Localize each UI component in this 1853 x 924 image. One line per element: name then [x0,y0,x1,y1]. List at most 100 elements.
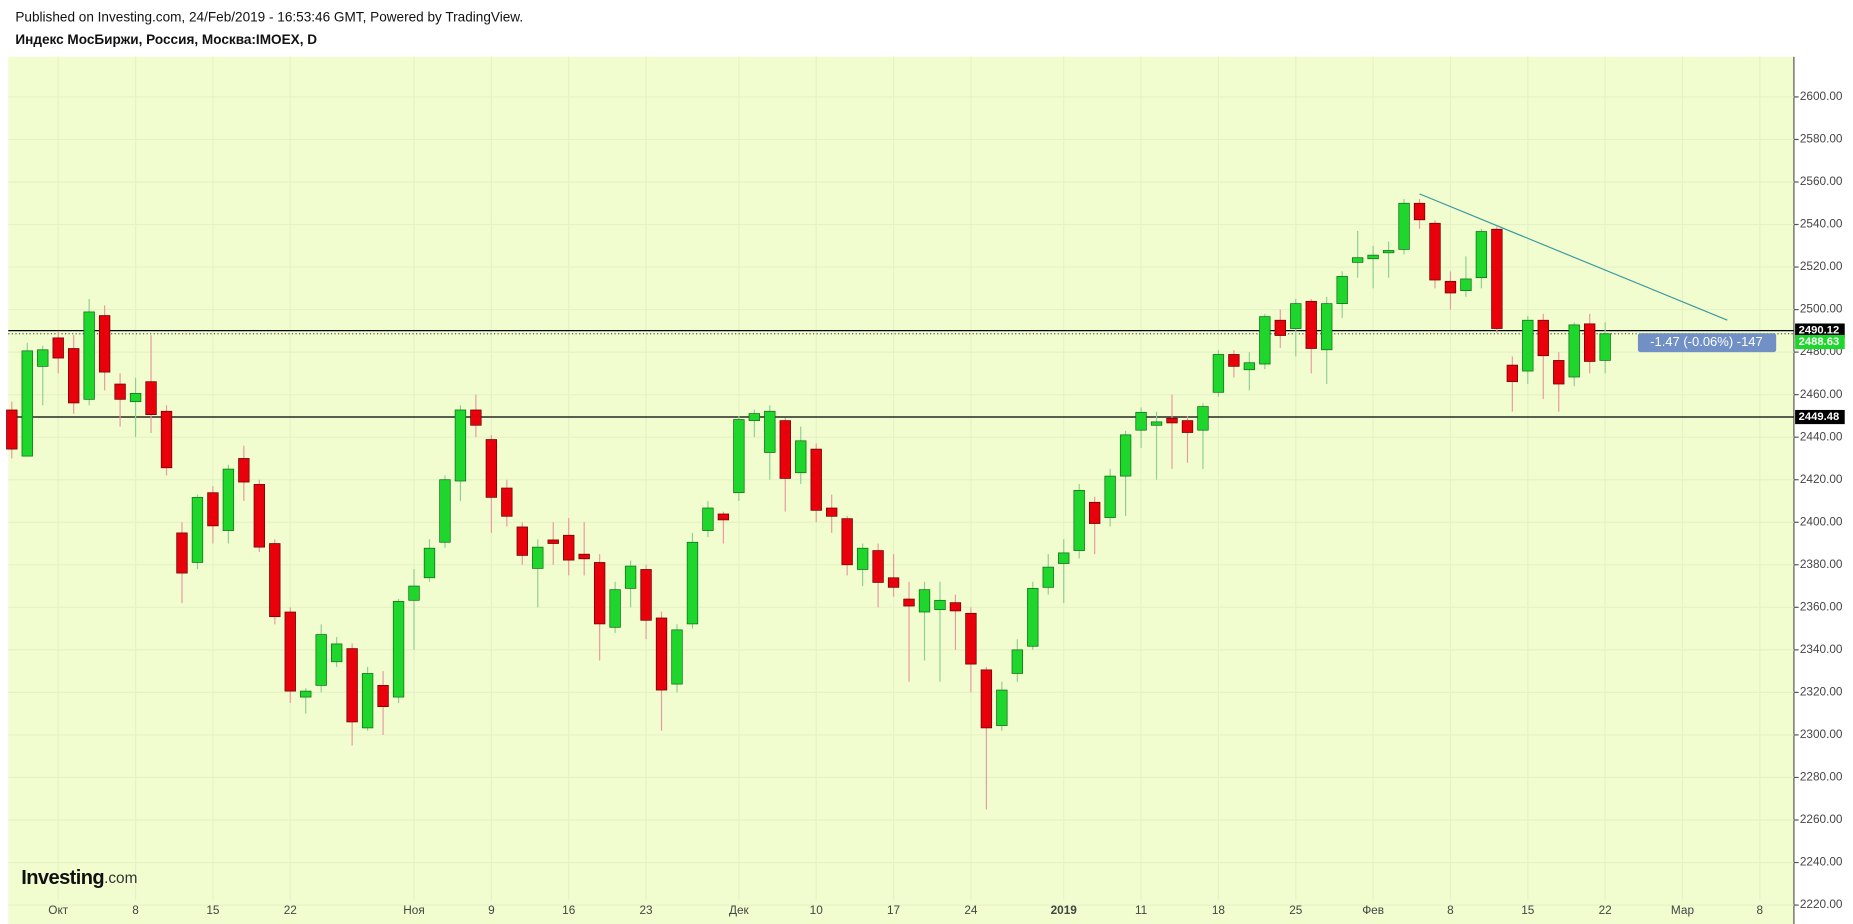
candle-body [1073,490,1085,551]
x-tick-label: 8 [132,903,139,917]
logo: Investing.com [21,867,137,889]
y-tick-label: 2540.00 [1800,217,1843,231]
candle-body [1460,278,1472,292]
candle-body [315,634,327,686]
x-tick-label: 8 [1447,903,1454,917]
price-label: 2490.12 [1799,325,1840,337]
candle-body [1321,303,1333,351]
candle-body [1336,276,1348,304]
y-tick-label: 2420.00 [1800,472,1843,486]
y-tick-label: 2400.00 [1800,514,1843,528]
candle-body [6,409,18,450]
y-tick-label: 2320.00 [1800,685,1843,699]
candle-body [129,393,142,403]
candle-body [1553,360,1565,385]
x-tick-label: 24 [964,903,978,917]
candle-body [903,598,915,607]
candle-body [439,479,451,543]
candle-body [1537,319,1549,357]
x-tick-label: 2019 [1051,903,1078,917]
candle-body [253,484,265,548]
candle-body [748,413,761,421]
candle-body [98,315,111,373]
candle-body [1212,354,1225,393]
candle-body [795,440,807,474]
price-label-box [1795,323,1845,338]
candle-body [470,409,482,426]
y-tick-label: 2300.00 [1800,727,1843,741]
candle-body [1150,421,1163,426]
candle-body [996,689,1008,726]
y-tick-label: 2220.00 [1800,897,1843,911]
candle-body [1228,354,1240,367]
candle-body [145,381,157,416]
candle-body [532,546,544,569]
candle-body [980,669,993,729]
candle-body [1104,475,1116,518]
candle-body [717,513,730,521]
change-badge: -1.47 (-0.06%) -147 [1650,334,1763,349]
price-label: 2488.63 [1799,336,1840,348]
candle-body [485,439,498,498]
candle-body [516,526,528,556]
candle-body [934,599,946,611]
candle-body [578,553,590,560]
logo-suffix: .com [104,870,137,887]
candle-body [563,534,575,561]
x-tick-label: 9 [488,903,495,917]
candle-body [1584,323,1596,362]
candle-body [1166,417,1178,424]
candle-body [423,547,436,579]
y-tick-label: 2280.00 [1800,770,1843,784]
candle-body [686,541,699,625]
price-label-box [1795,409,1845,425]
candle-body [593,562,606,625]
chart-title: Индекс МосБиржи, Россия, Москва:IMOEX, D [15,32,317,47]
candle-body [284,611,296,692]
y-tick-label: 2460.00 [1800,387,1843,401]
candle-body [501,487,513,517]
candle-body [392,601,405,698]
candle-body [841,518,853,566]
candle-body [1599,333,1611,361]
candle-body [1444,280,1457,294]
x-tick-label: 22 [1599,903,1612,917]
x-tick-label: 17 [887,903,900,917]
candle-body [918,589,931,613]
candle-body [222,468,235,531]
x-tick-label: 16 [562,903,576,917]
candle-body [887,577,900,588]
y-tick-label: 2520.00 [1800,259,1843,273]
y-tick-label: 2260.00 [1800,812,1843,826]
x-tick-label: 15 [206,903,220,917]
x-tick-label: 23 [639,903,653,917]
candle-body [671,629,683,685]
candle-body [609,589,621,628]
candle-body [191,497,204,563]
candle-body [949,602,962,612]
candle-body [1305,300,1317,349]
candle-body [330,643,343,663]
x-tick-label: 25 [1289,903,1303,917]
price-label-box [1795,334,1845,350]
candle-body [1274,319,1286,336]
x-tick-label: 15 [1521,903,1535,917]
candle-body [1522,319,1534,372]
candle-body [655,617,668,691]
candle-body [624,565,637,589]
x-tick-label: Мар [1671,903,1695,917]
y-tick-label: 2380.00 [1800,557,1843,571]
logo-main: Investing [21,867,104,889]
candle-body [1290,303,1302,329]
candle-body [1042,566,1054,588]
candle-body [1011,649,1023,674]
candle-body [733,419,745,494]
candle-body [361,673,374,729]
y-tick-label: 2340.00 [1800,642,1843,656]
candle-body [346,648,358,723]
x-tick-label: Ноя [403,903,424,917]
candle-body [1197,406,1209,431]
candle-body [83,311,95,400]
